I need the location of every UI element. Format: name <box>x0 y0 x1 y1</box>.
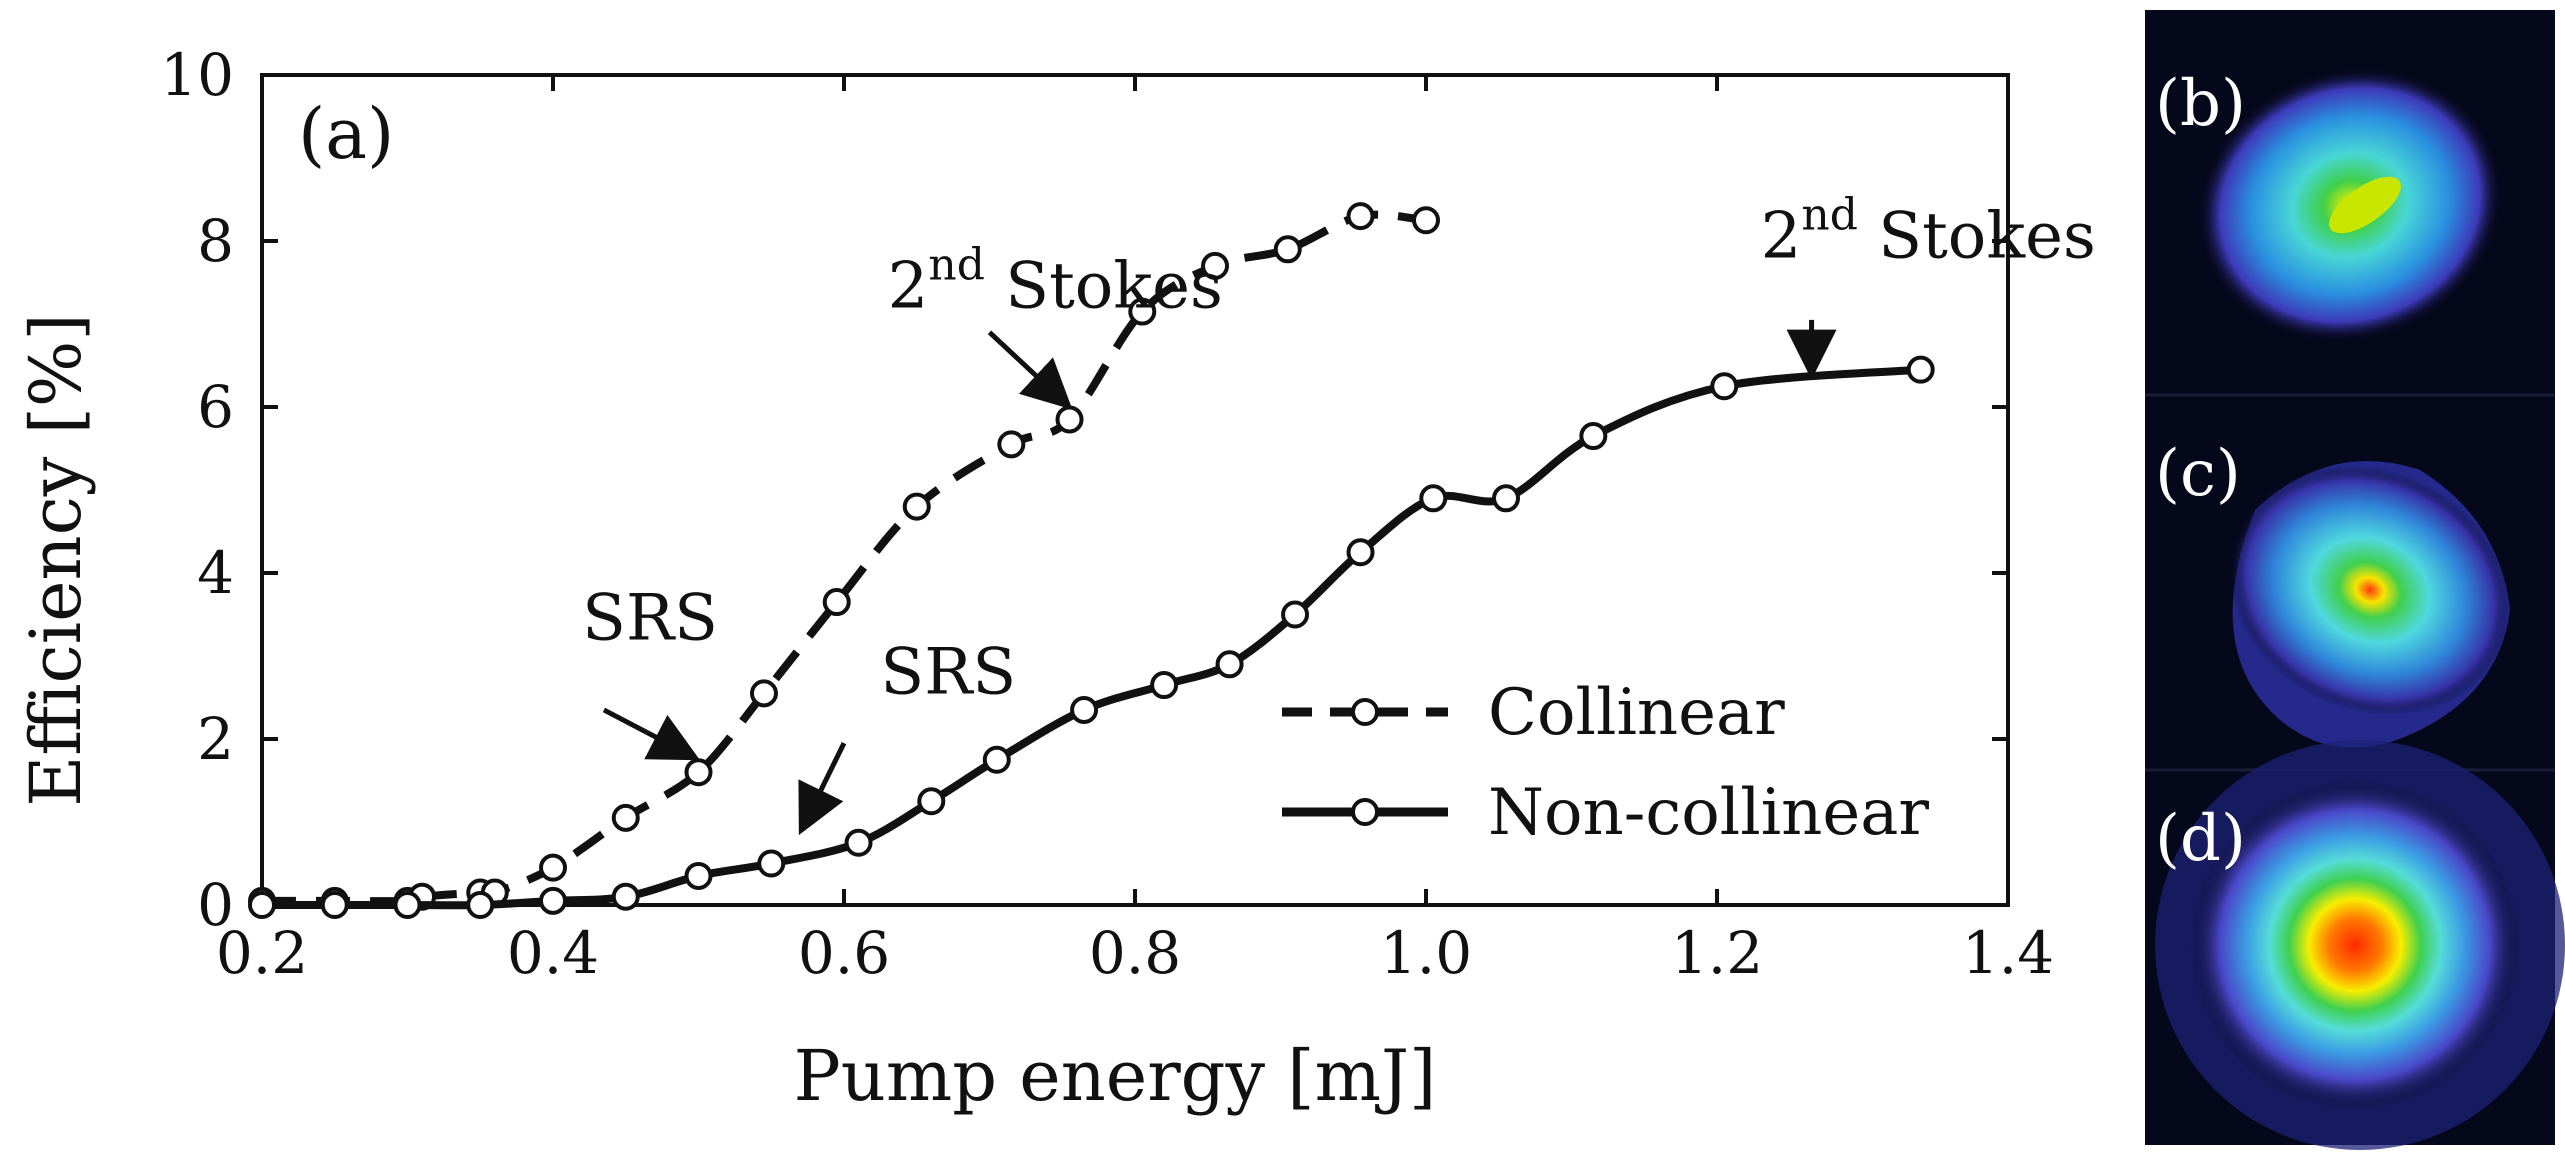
annotation-arrow <box>987 330 1073 410</box>
x-tick-label: 1.0 <box>1380 919 1472 987</box>
x-tick-label: 0.6 <box>798 919 890 987</box>
data-point-non-collinear <box>320 891 349 919</box>
data-point-non-collinear <box>844 828 873 857</box>
x-axis-label: Pump energy [mJ] <box>794 1035 1437 1117</box>
data-point-non-collinear <box>1215 650 1244 679</box>
annotation-label: SRS <box>582 581 718 655</box>
data-point-collinear <box>684 758 713 787</box>
data-point-non-collinear <box>1346 538 1375 567</box>
beam-profile-d <box>2190 780 2520 1110</box>
efficiency-plot: 0.2 0.4 0.6 0.8 1.0 1.2 1.4 0 2 4 6 8 10 SRS SRS 2nd … <box>15 41 2096 1117</box>
data-point-non-collinear <box>757 849 786 878</box>
y-axis-label: Efficiency [%] <box>15 313 97 806</box>
y-axis-ticks: 0 2 4 6 8 10 <box>160 41 2008 939</box>
data-point-collinear <box>902 492 931 521</box>
annotation-arrow <box>602 707 701 761</box>
x-tick-label: 0.4 <box>507 919 599 987</box>
data-point-collinear <box>1201 251 1230 280</box>
data-point-collinear <box>611 803 640 832</box>
data-point-non-collinear <box>1906 355 1935 384</box>
beam-panel-b: (b) <box>2155 67 2503 343</box>
data-point-collinear <box>539 853 567 882</box>
data-point-non-collinear <box>917 787 946 816</box>
panel-label-c: (c) <box>2155 437 2241 511</box>
x-tick-label: 1.4 <box>1962 919 2054 987</box>
data-point-non-collinear <box>393 891 422 919</box>
data-point-non-collinear <box>539 886 567 915</box>
x-tick-label: 0.2 <box>216 919 308 987</box>
y-tick-label: 0 <box>197 871 234 939</box>
y-tick-label: 8 <box>197 207 234 275</box>
data-point-non-collinear <box>1419 484 1448 513</box>
legend-marker-noncollinear <box>1351 798 1379 826</box>
data-point-non-collinear <box>982 745 1011 774</box>
panel-label-a: (a) <box>298 93 394 175</box>
data-point-collinear <box>1128 297 1157 326</box>
legend-label-noncollinear: Non-collinear <box>1488 776 1929 850</box>
data-point-non-collinear <box>1710 372 1739 401</box>
data-point-collinear <box>1346 202 1375 231</box>
annotation-label: 2nd Stokes <box>888 239 1223 323</box>
data-point-collinear <box>997 430 1026 459</box>
data-point-non-collinear <box>684 861 713 890</box>
annotation-label: SRS <box>880 635 1016 709</box>
y-tick-label: 6 <box>197 373 234 441</box>
data-point-non-collinear <box>1492 484 1521 513</box>
data-point-non-collinear <box>1150 671 1179 700</box>
beam-core-b <box>2329 176 2401 234</box>
data-point-non-collinear <box>1579 422 1608 451</box>
data-point-non-collinear <box>1070 695 1099 724</box>
x-tick-label: 0.8 <box>1089 919 1181 987</box>
y-tick-label: 10 <box>160 41 234 109</box>
legend: Collinear Non-collinear <box>1282 676 1929 850</box>
beam-panel-d: (d) <box>2155 740 2565 1150</box>
beam-panel-c: (c) <box>2155 437 2511 748</box>
data-point-collinear <box>1055 405 1084 434</box>
x-axis-ticks: 0.2 0.4 0.6 0.8 1.0 1.2 1.4 <box>216 75 2054 987</box>
x-tick-label: 1.2 <box>1671 919 1763 987</box>
annotation-label: 2nd Stokes <box>1761 190 2096 274</box>
series-layer <box>248 202 1935 919</box>
beam-profile-c <box>2229 465 2511 715</box>
data-point-collinear <box>822 588 851 617</box>
data-point-collinear <box>749 679 778 708</box>
beam-profile-panels: (b) (c) (d) <box>2145 10 2565 1150</box>
data-point-non-collinear <box>1281 600 1310 629</box>
panel-label-d: (d) <box>2155 802 2246 876</box>
legend-label-collinear: Collinear <box>1488 676 1785 750</box>
legend-marker-collinear <box>1351 698 1379 726</box>
data-point-collinear <box>1412 206 1440 235</box>
series-line-non-collinear <box>262 365 1922 910</box>
annotation-arrow <box>798 742 847 836</box>
data-point-non-collinear <box>248 891 276 919</box>
panel-label-b: (b) <box>2155 67 2246 141</box>
y-tick-label: 4 <box>197 539 234 607</box>
y-tick-label: 2 <box>197 705 234 773</box>
data-point-non-collinear <box>466 891 495 919</box>
data-point-non-collinear <box>611 882 640 911</box>
annotation-layer: SRS SRS 2nd Stokes 2nd Stokes <box>582 190 2096 836</box>
data-point-collinear <box>1273 235 1302 264</box>
series-line-collinear <box>262 210 1427 906</box>
